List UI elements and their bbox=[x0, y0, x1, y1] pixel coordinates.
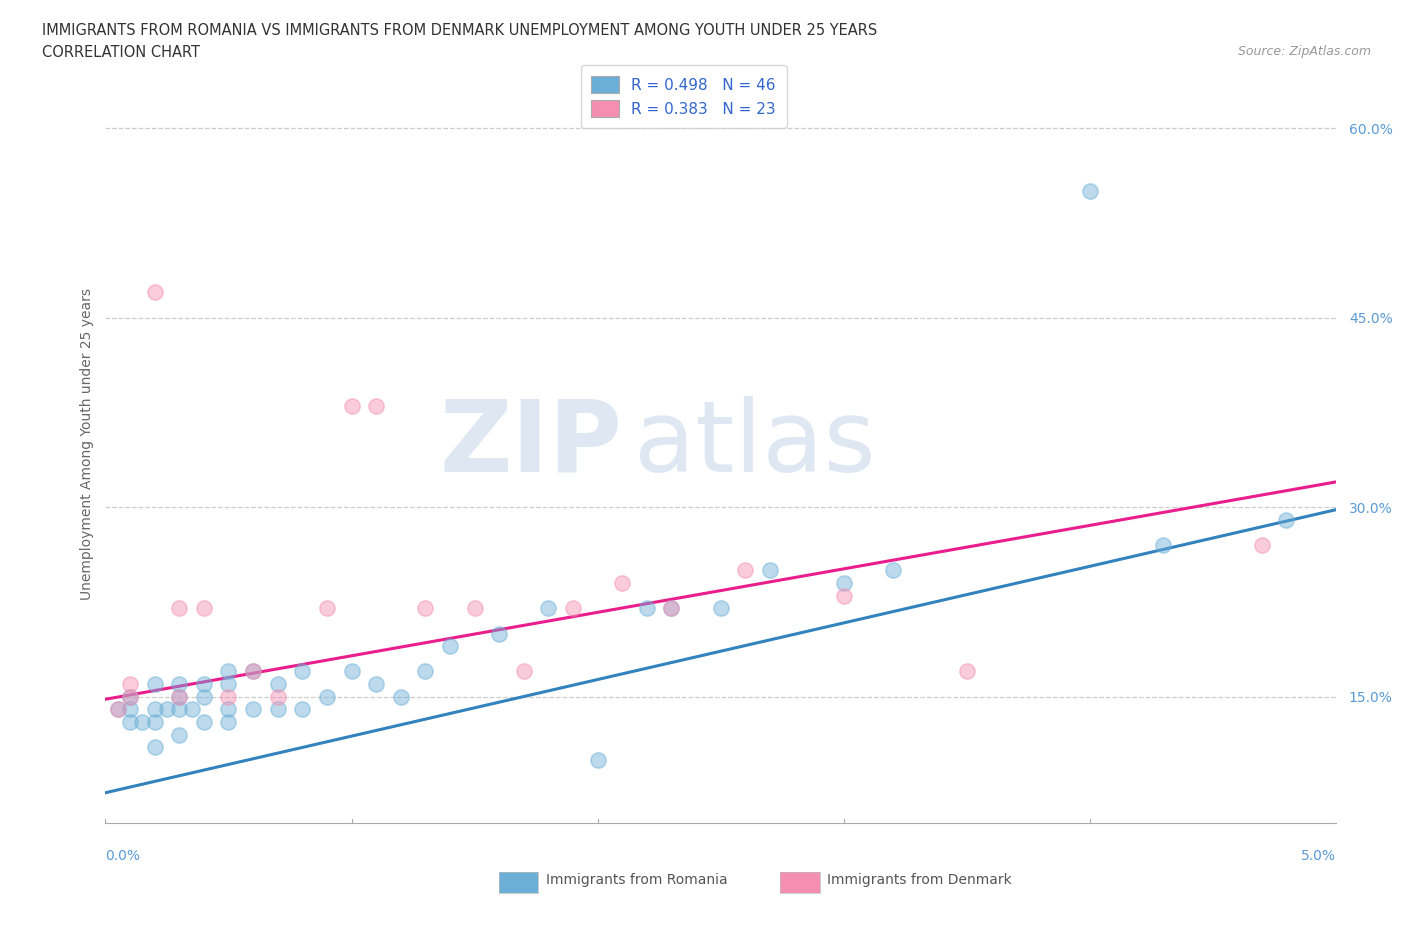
Point bbox=[340, 399, 363, 414]
Point bbox=[120, 702, 141, 717]
Point bbox=[120, 689, 141, 704]
Point bbox=[537, 601, 560, 616]
Point bbox=[464, 601, 486, 616]
Text: CORRELATION CHART: CORRELATION CHART bbox=[42, 45, 200, 60]
Y-axis label: Unemployment Among Youth under 25 years: Unemployment Among Youth under 25 years bbox=[80, 288, 94, 600]
Point bbox=[413, 664, 436, 679]
Point bbox=[169, 689, 191, 704]
Point bbox=[661, 601, 683, 616]
Point bbox=[218, 677, 240, 692]
Text: Immigrants from Romania: Immigrants from Romania bbox=[546, 872, 727, 887]
Point bbox=[143, 702, 166, 717]
Point bbox=[242, 702, 264, 717]
Point bbox=[291, 702, 314, 717]
Point bbox=[513, 664, 536, 679]
Point bbox=[439, 639, 461, 654]
Point bbox=[832, 588, 855, 603]
Text: 0.0%: 0.0% bbox=[105, 849, 141, 863]
Point bbox=[120, 677, 141, 692]
Point bbox=[1251, 538, 1274, 552]
Text: atlas: atlas bbox=[634, 395, 876, 493]
Point bbox=[193, 601, 215, 616]
Point bbox=[315, 601, 337, 616]
Point bbox=[364, 677, 387, 692]
Point bbox=[193, 677, 215, 692]
Point bbox=[413, 601, 436, 616]
Text: IMMIGRANTS FROM ROMANIA VS IMMIGRANTS FROM DENMARK UNEMPLOYMENT AMONG YOUTH UNDE: IMMIGRANTS FROM ROMANIA VS IMMIGRANTS FR… bbox=[42, 23, 877, 38]
Point bbox=[488, 626, 510, 641]
Text: ZIP: ZIP bbox=[439, 395, 621, 493]
Point bbox=[218, 714, 240, 729]
Point bbox=[120, 689, 141, 704]
Point bbox=[267, 689, 290, 704]
Point bbox=[759, 563, 782, 578]
Point bbox=[882, 563, 904, 578]
Point bbox=[156, 702, 179, 717]
Text: Source: ZipAtlas.com: Source: ZipAtlas.com bbox=[1237, 45, 1371, 58]
Point bbox=[143, 740, 166, 755]
Point bbox=[562, 601, 585, 616]
Point bbox=[107, 702, 129, 717]
Point bbox=[1078, 184, 1101, 199]
Point bbox=[143, 285, 166, 299]
Point bbox=[131, 714, 153, 729]
Text: Immigrants from Denmark: Immigrants from Denmark bbox=[827, 872, 1011, 887]
Point bbox=[364, 399, 387, 414]
Point bbox=[143, 677, 166, 692]
Point bbox=[242, 664, 264, 679]
Point bbox=[193, 714, 215, 729]
Text: 5.0%: 5.0% bbox=[1301, 849, 1336, 863]
Point bbox=[956, 664, 979, 679]
Point bbox=[1275, 512, 1298, 527]
Point bbox=[120, 714, 141, 729]
Legend: R = 0.498   N = 46, R = 0.383   N = 23: R = 0.498 N = 46, R = 0.383 N = 23 bbox=[581, 65, 786, 128]
Point bbox=[1153, 538, 1175, 552]
Point bbox=[107, 702, 129, 717]
Point bbox=[218, 664, 240, 679]
Point bbox=[315, 689, 337, 704]
Point bbox=[710, 601, 733, 616]
Point bbox=[169, 601, 191, 616]
Point bbox=[242, 664, 264, 679]
Point bbox=[267, 702, 290, 717]
Point bbox=[661, 601, 683, 616]
Point bbox=[218, 689, 240, 704]
Point bbox=[169, 727, 191, 742]
Point bbox=[389, 689, 412, 704]
Point bbox=[180, 702, 202, 717]
Point bbox=[734, 563, 756, 578]
Point bbox=[169, 702, 191, 717]
Point bbox=[267, 677, 290, 692]
Point bbox=[340, 664, 363, 679]
Point bbox=[612, 576, 634, 591]
Point bbox=[586, 752, 609, 767]
Point bbox=[636, 601, 658, 616]
Point bbox=[291, 664, 314, 679]
Point bbox=[143, 714, 166, 729]
Point bbox=[218, 702, 240, 717]
Point bbox=[169, 677, 191, 692]
Point bbox=[169, 689, 191, 704]
Point bbox=[193, 689, 215, 704]
Point bbox=[832, 576, 855, 591]
